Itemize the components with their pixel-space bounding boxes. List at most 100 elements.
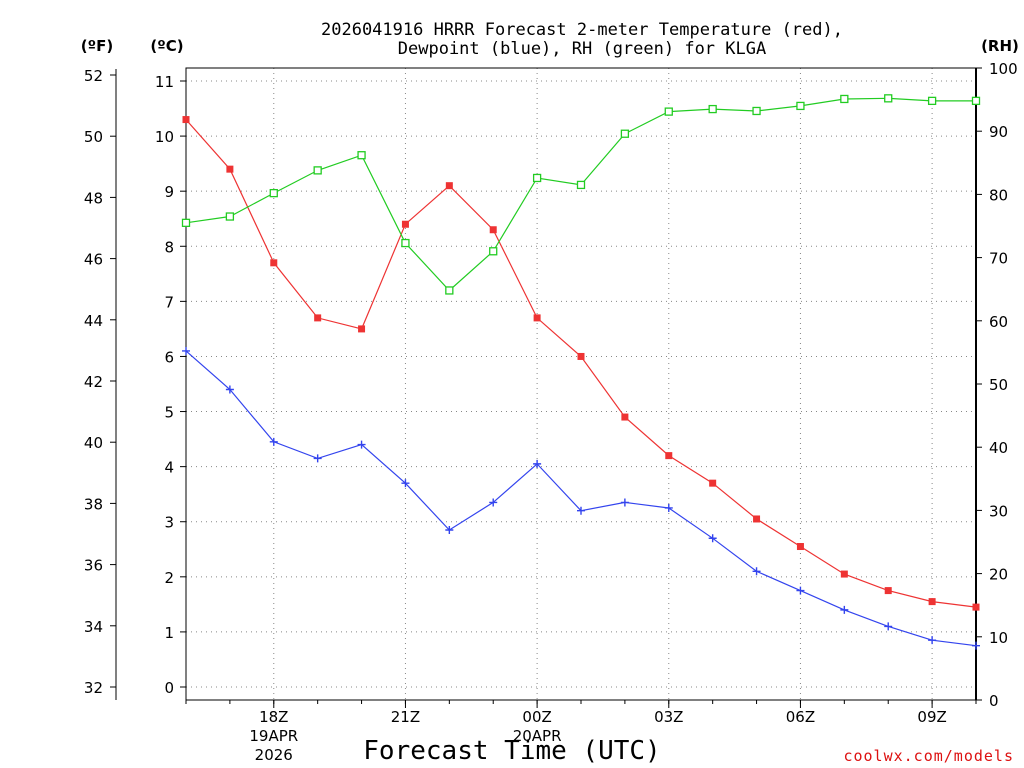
fahrenheit-tick-label: 40 <box>84 434 103 452</box>
series-layer <box>181 94 981 650</box>
rh-point <box>269 188 278 198</box>
fahrenheit-tick-label: 52 <box>84 67 103 85</box>
rh-point <box>664 107 673 116</box>
dewpoint-point <box>313 454 322 463</box>
dewpoint-point <box>445 525 454 534</box>
rh-point <box>401 238 410 248</box>
x-tick-label: 18Z <box>259 708 288 726</box>
fahrenheit-tick-label: 38 <box>84 495 103 513</box>
dewpoint-point <box>182 346 190 355</box>
2-meter-temperature-point <box>489 226 497 234</box>
x-tick-label: 06Z <box>786 708 815 726</box>
dewpoint-point <box>664 503 673 512</box>
2-meter-temperature-point <box>840 570 848 578</box>
rh-point <box>708 104 717 114</box>
x-tick-label: 09Z <box>917 708 946 726</box>
rh-tick-label: 10 <box>989 629 1008 647</box>
celsius-tick-label: 4 <box>164 459 174 477</box>
2-meter-temperature-point <box>270 259 278 267</box>
2-meter-temperature-point <box>577 352 585 360</box>
axis-layer: 3234363840424446485052012345678910110102… <box>84 60 1018 764</box>
rh-point <box>313 166 322 175</box>
rh-point <box>620 129 630 138</box>
dewpoint-point <box>972 641 980 650</box>
rh-tick-label: 20 <box>989 566 1008 584</box>
dewpoint-point <box>269 437 278 446</box>
plot-frame <box>185 67 977 701</box>
dewpoint-point <box>884 622 893 631</box>
dewpoint-point <box>840 605 849 614</box>
rh-tick-label: 50 <box>989 376 1008 394</box>
grid-layer <box>186 68 976 700</box>
celsius-tick-label: 7 <box>164 293 174 311</box>
chart-title-line2: Dewpoint (blue), RH (green) for KLGA <box>398 39 766 59</box>
fahrenheit-tick-label: 44 <box>84 312 103 330</box>
rh-tick-label: 60 <box>989 313 1008 331</box>
credit-text: coolwx.com/models <box>843 747 1014 765</box>
dewpoint-point <box>577 506 585 515</box>
2-meter-temperature-point <box>358 325 366 333</box>
dewpoint-line <box>185 350 977 647</box>
dewpoint-point <box>796 586 805 595</box>
chart-title-line1: 2026041916 HRRR Forecast 2-meter Tempera… <box>321 20 843 40</box>
rh-tick-label: 100 <box>989 60 1018 78</box>
2-meter-temperature-point <box>445 182 453 190</box>
celsius-tick-label: 5 <box>164 404 174 422</box>
rh-point <box>576 180 586 190</box>
rh-point <box>927 96 937 106</box>
celsius-tick-label: 0 <box>164 679 174 697</box>
fahrenheit-tick-label: 48 <box>84 189 103 207</box>
2-meter-temperature-point <box>796 543 804 551</box>
rh-tick-label: 70 <box>989 250 1008 268</box>
rh-point <box>840 94 849 104</box>
x-tick-label: 21Z <box>391 708 420 726</box>
2-meter-temperature-point <box>226 165 234 173</box>
x-tick-date: 20APR <box>513 727 562 745</box>
celsius-tick-label: 2 <box>164 569 174 587</box>
dewpoint-point <box>928 636 937 645</box>
dewpoint-point <box>533 459 542 468</box>
fahrenheit-tick-label: 36 <box>84 557 103 575</box>
rh-tick-label: 0 <box>989 692 999 710</box>
rh-tick-label: 40 <box>989 439 1008 457</box>
dewpoint-point <box>225 385 234 394</box>
rh-point <box>884 94 893 103</box>
rh-point <box>445 286 454 295</box>
2-meter-temperature-point <box>314 314 322 322</box>
rh-point <box>532 173 542 183</box>
celsius-unit-label: (ºC) <box>150 37 183 55</box>
rh-tick-label: 90 <box>989 123 1008 141</box>
rh-point <box>357 151 366 160</box>
rh-line <box>185 97 976 292</box>
celsius-tick-label: 10 <box>155 128 174 146</box>
2-meter-temperature-point <box>182 116 190 124</box>
fahrenheit-tick-label: 34 <box>84 618 103 636</box>
dewpoint-point <box>620 498 629 507</box>
celsius-tick-label: 8 <box>164 238 174 256</box>
x-tick-date: 19APR <box>249 727 298 745</box>
dewpoint-point <box>752 567 761 576</box>
2-meter-temperature-line <box>185 119 977 608</box>
2-meter-temperature-point <box>753 515 761 523</box>
2-meter-temperature-point <box>621 413 629 421</box>
dewpoint-point <box>357 440 366 449</box>
2-meter-temperature-point <box>709 479 717 487</box>
celsius-tick-label: 1 <box>164 624 174 642</box>
celsius-tick-label: 6 <box>164 348 174 366</box>
rh-unit-label: (RH) <box>981 37 1019 55</box>
celsius-tick-label: 11 <box>155 73 174 91</box>
2-meter-temperature-point <box>884 587 892 595</box>
rh-point <box>181 218 191 227</box>
2-meter-temperature-point <box>665 452 673 460</box>
rh-point <box>489 247 498 256</box>
x-tick-label: 00Z <box>522 708 551 726</box>
fahrenheit-tick-label: 46 <box>84 251 103 269</box>
celsius-tick-label: 9 <box>164 183 174 201</box>
dewpoint-point <box>401 479 410 488</box>
rh-tick-label: 80 <box>989 186 1008 204</box>
fahrenheit-unit-label: (ºF) <box>81 37 113 55</box>
2-meter-temperature-point <box>401 220 409 228</box>
celsius-tick-label: 3 <box>164 514 174 532</box>
2-meter-temperature-point <box>972 603 980 611</box>
